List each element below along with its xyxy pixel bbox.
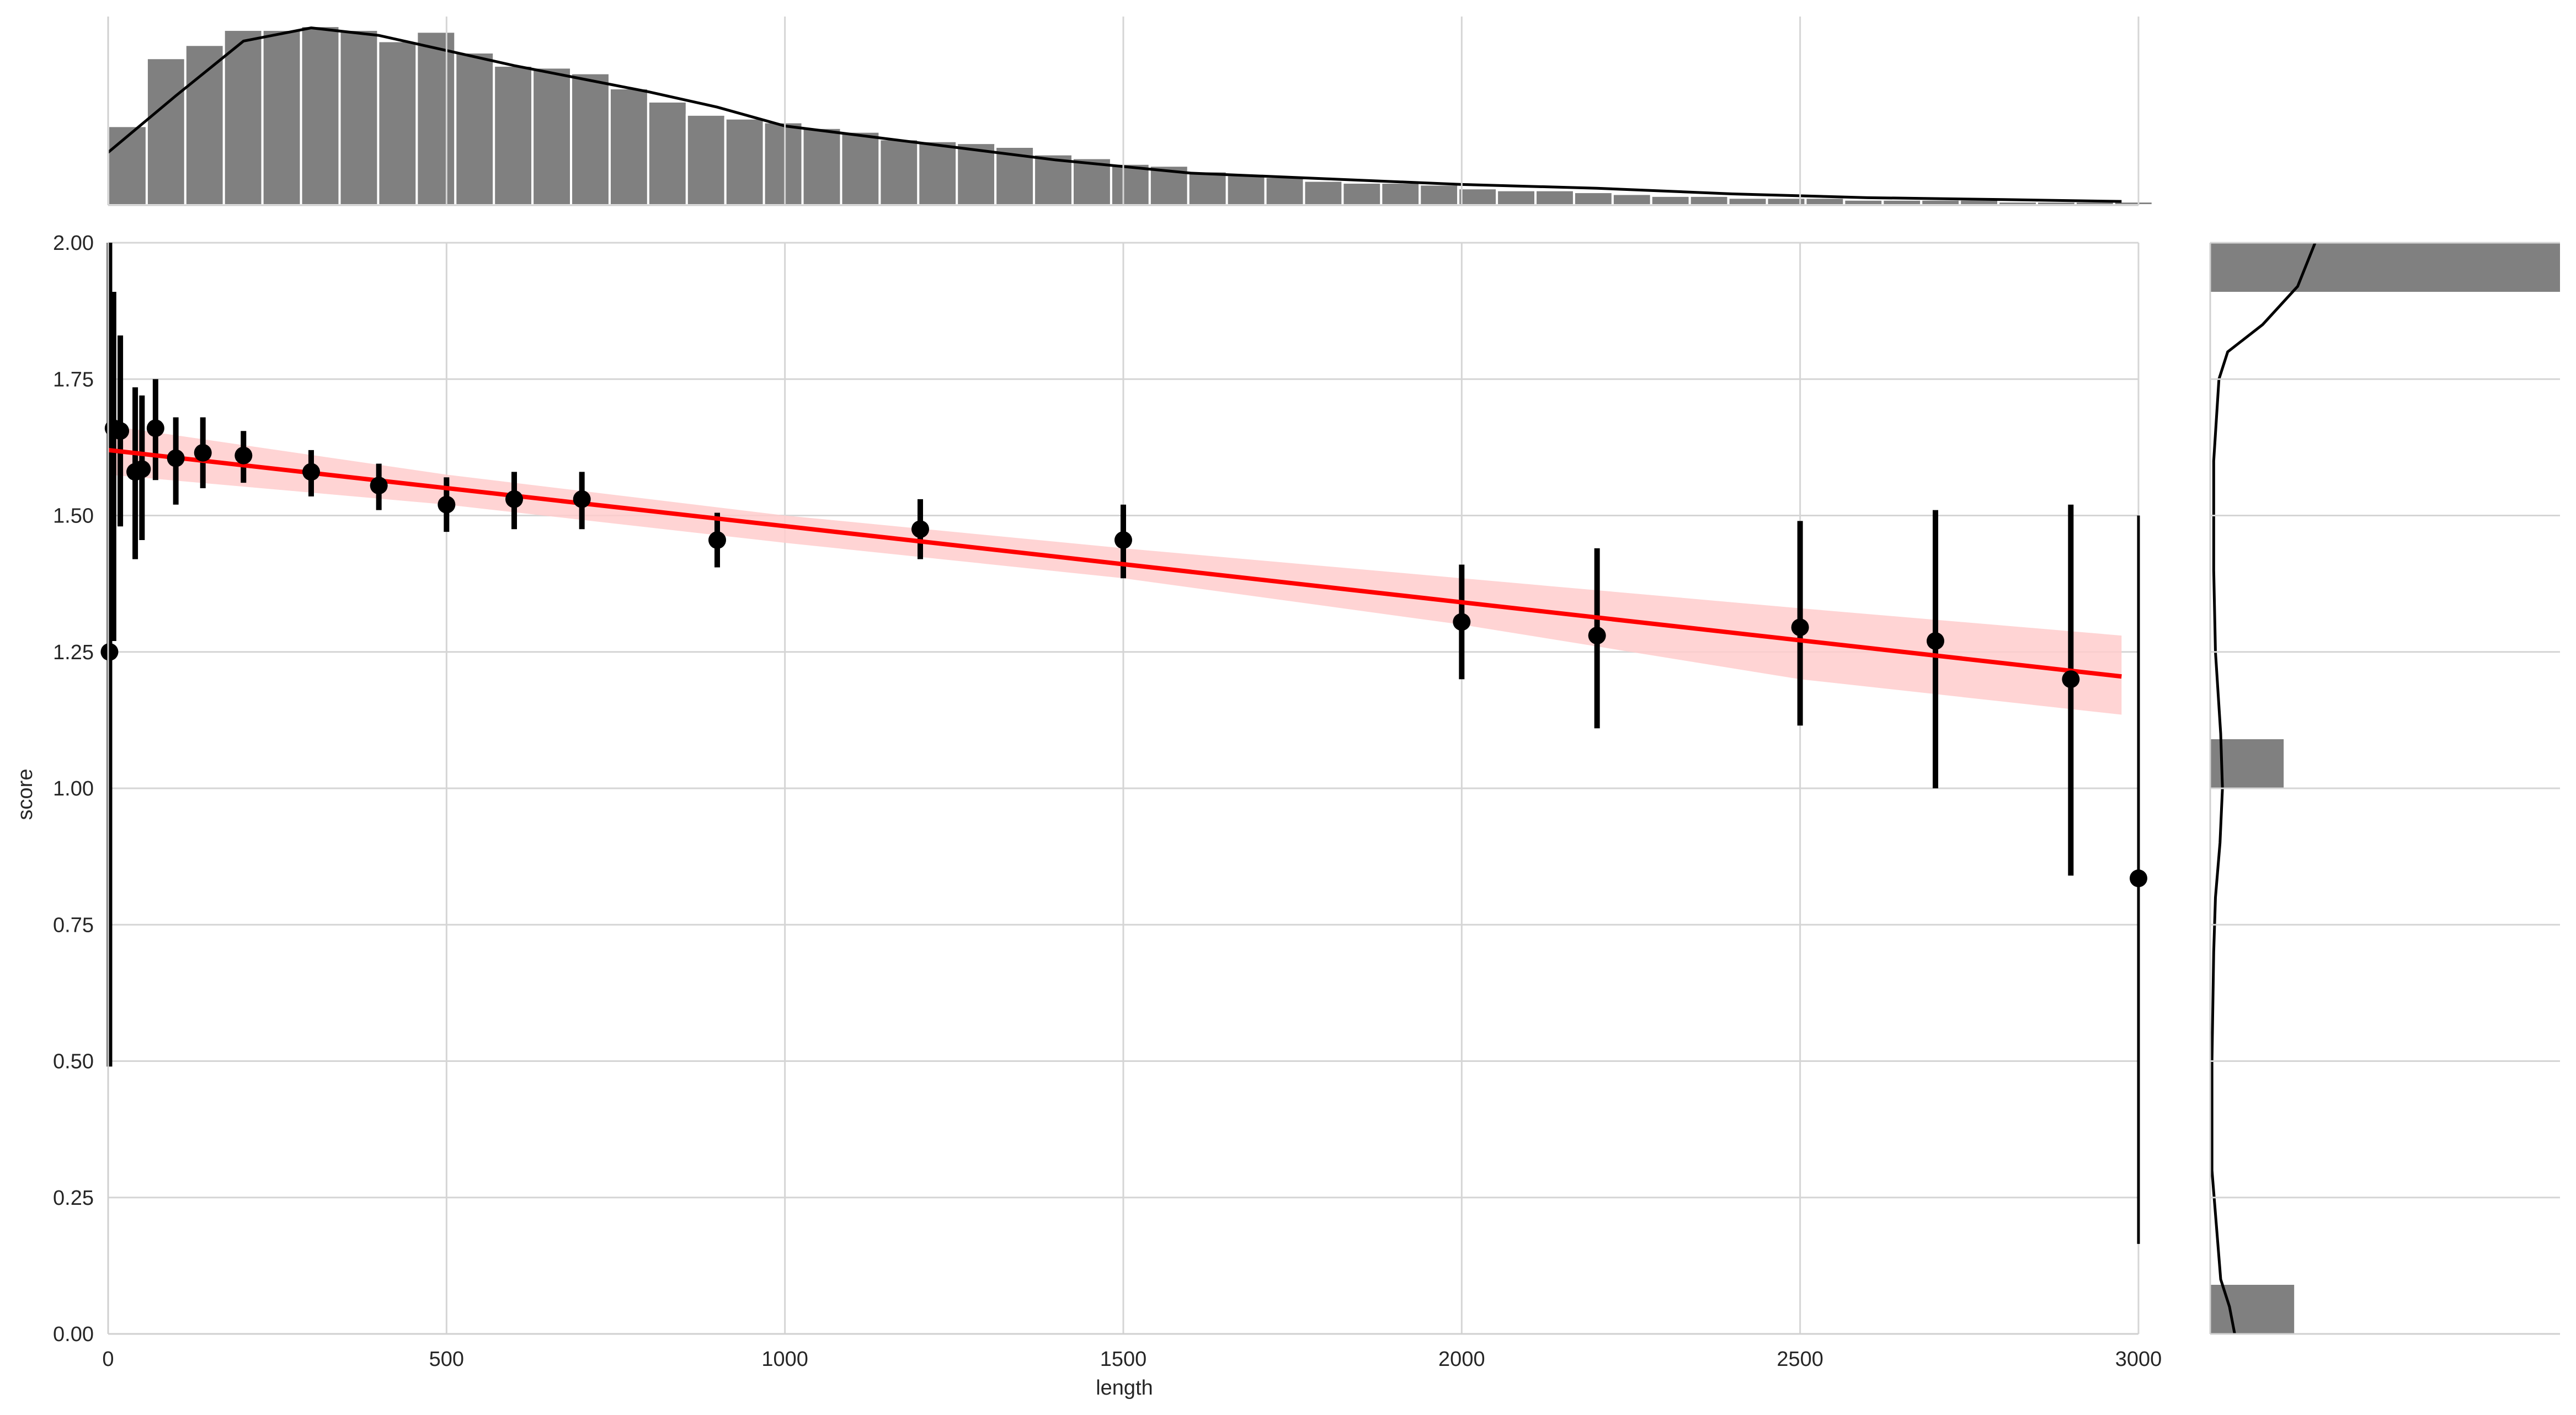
marginal-x-bar xyxy=(878,138,920,206)
marginal-x-bar xyxy=(1380,181,1421,206)
y-tick-label: 0.25 xyxy=(53,1187,94,1210)
y-tick-label: 1.00 xyxy=(53,777,94,800)
data-point xyxy=(2062,670,2080,688)
regression-line-group xyxy=(108,447,2122,679)
y-tick-label: 1.25 xyxy=(53,641,94,664)
data-point xyxy=(1114,531,1132,549)
marginal-x-bar xyxy=(608,87,649,206)
y-tick-label: 0.00 xyxy=(53,1323,94,1346)
x-tick-label: 1000 xyxy=(761,1348,808,1371)
x-tick-label: 3000 xyxy=(2115,1348,2162,1371)
marginal-x-bar xyxy=(1418,183,1460,207)
marginal-x-bar xyxy=(338,28,380,206)
data-point xyxy=(370,477,388,495)
data-point xyxy=(146,419,164,437)
marginal-y-kde xyxy=(2210,242,2317,1334)
x-tick-label: 0 xyxy=(102,1348,114,1371)
marginal-x-bar xyxy=(956,142,997,207)
tick-labels: 0 500 1000 1500 2000 2500 3000 0.00 0.25 0.50 0.75… xyxy=(53,232,2162,1371)
y-tick-label: 1.50 xyxy=(53,505,94,528)
marginal-x-bar xyxy=(801,126,842,206)
marginal-x-bar xyxy=(531,66,573,206)
marginal-y-bar xyxy=(2210,243,2560,292)
marginal-x-bar xyxy=(1264,175,1305,207)
data-point xyxy=(505,490,523,508)
data-points xyxy=(100,419,2147,888)
data-point xyxy=(194,444,212,462)
marginal-x-histogram xyxy=(107,25,2154,207)
y-tick-label: 1.75 xyxy=(53,368,94,391)
marginal-x-bar xyxy=(1727,196,1768,207)
marginal-x-bar xyxy=(1303,179,1344,207)
marginal-x-bar xyxy=(184,44,225,207)
data-point xyxy=(708,531,726,549)
marginal-x-bar xyxy=(840,130,881,206)
regression-confidence-band xyxy=(108,425,2122,715)
marginal-x-bar xyxy=(1341,181,1383,206)
marginal-x-bar xyxy=(647,100,688,206)
marginal-x-bar xyxy=(1457,187,1498,207)
marginal-x-bar xyxy=(145,57,186,207)
marginal-x-bar xyxy=(1804,196,1846,207)
marginal-x-bar xyxy=(1534,189,1575,207)
y-axis-label: score xyxy=(14,769,37,820)
marginal-x-bar xyxy=(762,121,804,206)
regression-line xyxy=(108,447,2122,679)
marginal-x-bar xyxy=(1650,194,1691,206)
marginal-x-bar xyxy=(1688,194,1730,206)
marginal-x-bar xyxy=(377,40,418,207)
marginal-x-bar xyxy=(917,140,958,206)
marginal-x-bar xyxy=(1843,198,1884,206)
marginal-x-bar xyxy=(261,28,302,206)
x-tick-label: 1500 xyxy=(1100,1348,1147,1371)
data-point xyxy=(100,643,119,661)
marginal-x-bar xyxy=(1611,193,1652,207)
data-point xyxy=(2130,869,2147,888)
marginal-y-histogram xyxy=(2209,242,2560,1334)
y-tick-label: 0.75 xyxy=(53,914,94,937)
marginal-x-bar xyxy=(1496,189,1537,207)
marginal-x-bar xyxy=(1881,198,1923,206)
marginal-x-bar xyxy=(685,113,727,206)
data-point xyxy=(111,422,130,440)
error-bars xyxy=(106,243,2140,1244)
data-point xyxy=(1453,613,1471,631)
marginal-x-bar xyxy=(724,117,765,206)
x-axis-label: length xyxy=(1096,1376,1153,1400)
data-point xyxy=(302,463,320,481)
marginal-x-bar xyxy=(493,64,534,206)
confidence-band xyxy=(108,425,2122,715)
data-point xyxy=(911,520,929,538)
y-tick-label: 0.50 xyxy=(53,1050,94,1074)
x-tick-label: 500 xyxy=(429,1348,464,1371)
data-point xyxy=(1791,618,1809,637)
marginal-x-bar xyxy=(570,72,611,206)
marginal-x-bar xyxy=(1920,198,1961,206)
axes xyxy=(107,17,2560,1335)
data-point xyxy=(1588,627,1606,645)
data-point xyxy=(133,460,151,478)
marginal-x-bar xyxy=(1572,191,1614,206)
marginal-x-bar xyxy=(1225,174,1267,206)
marginal-x-bar xyxy=(1110,162,1151,207)
data-point xyxy=(1927,632,1944,650)
x-tick-label: 2500 xyxy=(1777,1348,1823,1371)
marginal-x-bar xyxy=(415,30,457,207)
marginal-y-bar xyxy=(2210,1284,2295,1334)
data-point xyxy=(167,449,185,467)
y-tick-label: 2.00 xyxy=(53,232,94,255)
data-point xyxy=(573,490,591,508)
data-point xyxy=(438,495,456,514)
x-tick-label: 2000 xyxy=(1438,1348,1485,1371)
marginal-x-bar xyxy=(222,28,264,206)
marginal-x-bar xyxy=(1187,170,1228,207)
data-point xyxy=(234,446,253,464)
marginal-x-bar xyxy=(454,51,495,206)
marginal-x-bar xyxy=(300,25,341,206)
